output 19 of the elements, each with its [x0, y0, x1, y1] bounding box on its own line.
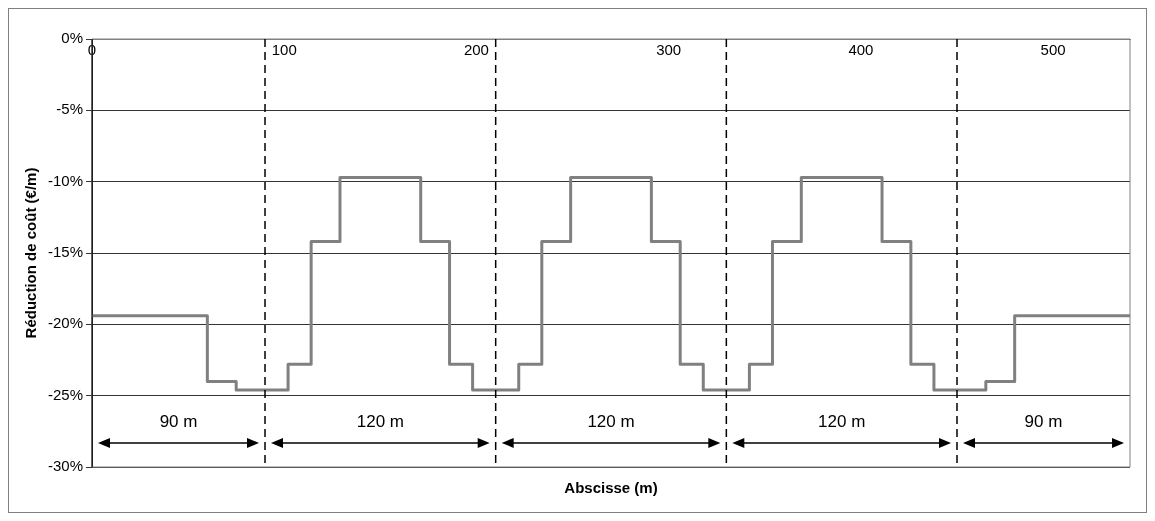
- annotation: 120 m: [818, 412, 866, 432]
- x-tick-label: 400: [848, 41, 874, 59]
- y-axis-title: Réduction de coût (€/m): [22, 167, 40, 339]
- annotation: 90 m: [159, 412, 198, 432]
- y-tick-label: -25%: [47, 385, 84, 403]
- annotation: 120 m: [356, 412, 404, 432]
- x-tick-label: 500: [1040, 41, 1066, 59]
- y-tick-label: -20%: [47, 314, 84, 332]
- y-tick-label: -15%: [47, 243, 84, 261]
- x-tick-label: 100: [271, 41, 297, 59]
- x-axis-title: Abscisse (m): [564, 478, 658, 496]
- y-tick-label: -5%: [56, 100, 84, 118]
- y-tick-label: -10%: [47, 171, 84, 189]
- annotation: 90 m: [1024, 412, 1063, 432]
- y-tick-label: -30%: [47, 457, 84, 475]
- x-tick-label: 300: [656, 41, 682, 59]
- x-tick-label: 200: [463, 41, 489, 59]
- annotation: 120 m: [587, 412, 635, 432]
- y-tick-label: 0%: [61, 29, 84, 47]
